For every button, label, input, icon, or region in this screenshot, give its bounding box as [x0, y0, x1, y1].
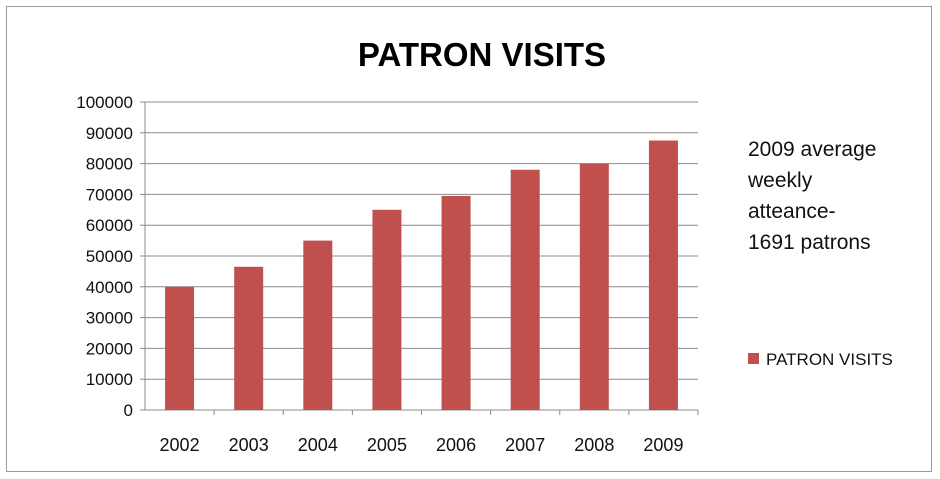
y-tick-label: 100000 — [76, 93, 133, 112]
y-tick-label: 80000 — [86, 155, 133, 174]
annotation-note: 2009 average weekly atteance- 1691 patro… — [748, 134, 928, 258]
bar — [579, 163, 609, 410]
x-tick-label: 2007 — [505, 435, 545, 455]
y-tick-label: 10000 — [86, 370, 133, 389]
bar — [165, 286, 195, 410]
y-tick-label: 0 — [124, 401, 133, 420]
legend-swatch — [748, 353, 759, 364]
annotation-line: 2009 average — [748, 138, 877, 161]
legend: PATRON VISITS — [748, 350, 893, 369]
x-tick-label: 2003 — [229, 435, 269, 455]
y-tick-label: 70000 — [86, 185, 133, 204]
legend-label: PATRON VISITS — [766, 350, 893, 369]
y-tick-label: 90000 — [86, 124, 133, 143]
x-tick-label: 2004 — [298, 435, 338, 455]
x-tick-label: 2005 — [367, 435, 407, 455]
annotation-line: 1691 patrons — [748, 231, 871, 254]
bar — [303, 240, 333, 410]
x-tick-label: 2008 — [574, 435, 614, 455]
gridlines — [145, 101, 698, 380]
bar — [372, 209, 402, 410]
bar — [234, 266, 264, 410]
bar-series — [165, 140, 678, 410]
annotation-line: atteance- — [748, 200, 836, 223]
x-axis: 2002 2003 2004 2005 2006 2007 2008 2009 — [145, 409, 699, 455]
y-tick-label: 50000 — [86, 247, 133, 266]
y-tick-label: 30000 — [86, 309, 133, 328]
x-tick-label: 2009 — [643, 435, 683, 455]
x-tick-label: 2006 — [436, 435, 476, 455]
y-axis: 1000009000080000700006000050000400003000… — [76, 93, 146, 420]
x-tick-label: 2002 — [160, 435, 200, 455]
bar — [441, 195, 471, 410]
annotation-line: weekly — [748, 169, 813, 192]
y-tick-label: 60000 — [86, 216, 133, 235]
y-tick-label: 40000 — [86, 278, 133, 297]
bar — [510, 169, 540, 410]
y-tick-label: 20000 — [86, 339, 133, 358]
chart-title: PATRON VISITS — [358, 36, 606, 73]
bar — [648, 140, 678, 410]
